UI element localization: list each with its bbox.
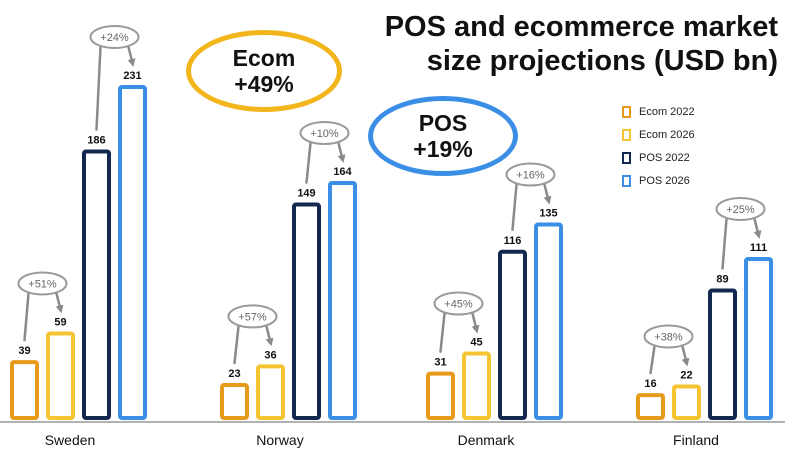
growth-label-norway-ecom: +57% — [238, 311, 267, 323]
bar-finland-pos-2022 — [708, 288, 737, 420]
growth-ellipse-denmark-pos — [505, 162, 556, 187]
bar-finland-pos-2026 — [744, 256, 773, 420]
growth-arrow-denmark-pos — [543, 183, 552, 205]
growth-ellipse-sweden-ecom — [17, 271, 68, 296]
growth-ellipse-finland-pos — [715, 196, 766, 221]
legend-swatch-pos-2022 — [622, 151, 631, 164]
growth-connector-denmark-ecom — [439, 312, 446, 353]
growth-arrow-sweden-pos — [127, 45, 136, 67]
legend-label-ecom-2022: Ecom 2022 — [639, 105, 695, 118]
legend-label-pos-2022: POS 2022 — [639, 151, 690, 164]
growth-arrow-finland-pos — [753, 217, 762, 239]
value-label-denmark-pos-2026: 135 — [539, 208, 557, 220]
legend-label-ecom-2026: Ecom 2026 — [639, 128, 695, 141]
pos-callout-label: POS — [418, 110, 468, 136]
growth-arrow-sweden-ecom — [55, 292, 64, 314]
growth-arrow-finland-ecom — [681, 345, 690, 367]
growth-ellipse-finland-ecom — [643, 324, 694, 349]
growth-arrow-norway-ecom — [265, 325, 274, 347]
growth-connector-sweden-pos — [95, 45, 102, 131]
value-label-norway-pos-2026: 164 — [333, 166, 352, 178]
category-label-norway: Norway — [256, 432, 303, 448]
growth-arrow-norway-pos — [337, 141, 346, 163]
growth-ellipse-sweden-pos — [89, 25, 140, 49]
bar-norway-ecom-2022 — [220, 383, 249, 421]
growth-connector-finland-ecom — [649, 345, 656, 375]
bar-norway-pos-2022 — [292, 202, 321, 420]
value-label-sweden-ecom-2022: 39 — [18, 345, 30, 357]
chart-title-line2: size projections (USD bn) — [426, 45, 778, 77]
legend-item-ecom-2022: Ecom 2022 — [622, 100, 695, 123]
legend: Ecom 2022 Ecom 2026 POS 2022 POS 2026 — [622, 100, 695, 192]
growth-ellipse-denmark-ecom — [433, 291, 484, 316]
legend-item-pos-2022: POS 2022 — [622, 146, 695, 169]
growth-ellipse-norway-pos — [299, 121, 350, 146]
chart-title: POS and ecommerce market size projection… — [338, 10, 778, 78]
bar-denmark-pos-2026 — [534, 222, 563, 420]
growth-label-sweden-pos: +24% — [100, 32, 129, 44]
value-label-denmark-pos-2022: 116 — [504, 235, 522, 247]
value-label-denmark-ecom-2022: 31 — [434, 357, 446, 369]
chart-title-line1: POS and ecommerce market — [384, 11, 778, 43]
pos-growth-callout: POS +19% — [368, 96, 518, 176]
growth-connector-finland-pos — [721, 217, 728, 270]
growth-connector-norway-pos — [305, 141, 312, 184]
growth-connector-denmark-pos — [511, 183, 518, 232]
growth-label-denmark-pos: +16% — [516, 170, 545, 182]
bar-norway-pos-2026 — [328, 181, 357, 420]
value-label-norway-ecom-2026: 36 — [264, 349, 276, 361]
bar-finland-ecom-2022 — [636, 393, 665, 420]
category-label-denmark: Denmark — [458, 432, 516, 448]
bar-sweden-pos-2022 — [82, 149, 111, 420]
growth-ellipse-norway-ecom — [227, 304, 278, 329]
category-label-sweden: Sweden — [45, 432, 96, 448]
growth-label-norway-pos: +10% — [310, 128, 339, 140]
growth-label-denmark-ecom: +45% — [444, 299, 473, 311]
value-label-norway-ecom-2022: 23 — [228, 368, 240, 380]
ecom-callout-label: Ecom — [232, 45, 296, 71]
bar-denmark-pos-2022 — [498, 249, 527, 420]
legend-swatch-ecom-2022 — [622, 105, 631, 118]
ecom-growth-callout: Ecom +49% — [186, 30, 342, 112]
growth-label-finland-ecom: +38% — [654, 331, 683, 343]
bar-sweden-pos-2026 — [118, 85, 147, 420]
value-label-sweden-ecom-2026: 59 — [54, 316, 66, 328]
bar-denmark-ecom-2022 — [426, 371, 455, 420]
growth-label-finland-pos: +25% — [726, 204, 755, 216]
value-label-denmark-ecom-2026: 45 — [470, 337, 482, 349]
bar-norway-ecom-2026 — [256, 364, 285, 421]
legend-swatch-ecom-2026 — [622, 128, 631, 141]
bar-sweden-ecom-2022 — [10, 360, 39, 420]
value-label-finland-pos-2022: 89 — [716, 273, 728, 285]
legend-item-pos-2026: POS 2026 — [622, 169, 695, 192]
bar-denmark-ecom-2026 — [462, 351, 491, 420]
legend-label-pos-2026: POS 2026 — [639, 174, 690, 187]
pos-callout-change: +19% — [413, 136, 473, 162]
bar-finland-ecom-2026 — [672, 384, 701, 421]
growth-arrow-denmark-ecom — [471, 312, 480, 334]
value-label-sweden-pos-2022: 186 — [87, 134, 105, 146]
value-label-sweden-pos-2026: 231 — [123, 70, 141, 82]
value-label-finland-ecom-2022: 16 — [644, 378, 656, 390]
growth-connector-norway-ecom — [233, 325, 240, 365]
category-label-finland: Finland — [673, 432, 719, 448]
legend-item-ecom-2026: Ecom 2026 — [622, 123, 695, 146]
bar-sweden-ecom-2026 — [46, 331, 75, 420]
legend-swatch-pos-2026 — [622, 174, 631, 187]
value-label-finland-pos-2026: 111 — [750, 242, 767, 254]
growth-label-sweden-ecom: +51% — [28, 278, 57, 290]
value-label-finland-ecom-2026: 22 — [680, 369, 692, 381]
value-label-norway-pos-2022: 149 — [297, 187, 315, 199]
ecom-callout-change: +49% — [234, 71, 294, 97]
growth-connector-sweden-ecom — [23, 292, 30, 342]
